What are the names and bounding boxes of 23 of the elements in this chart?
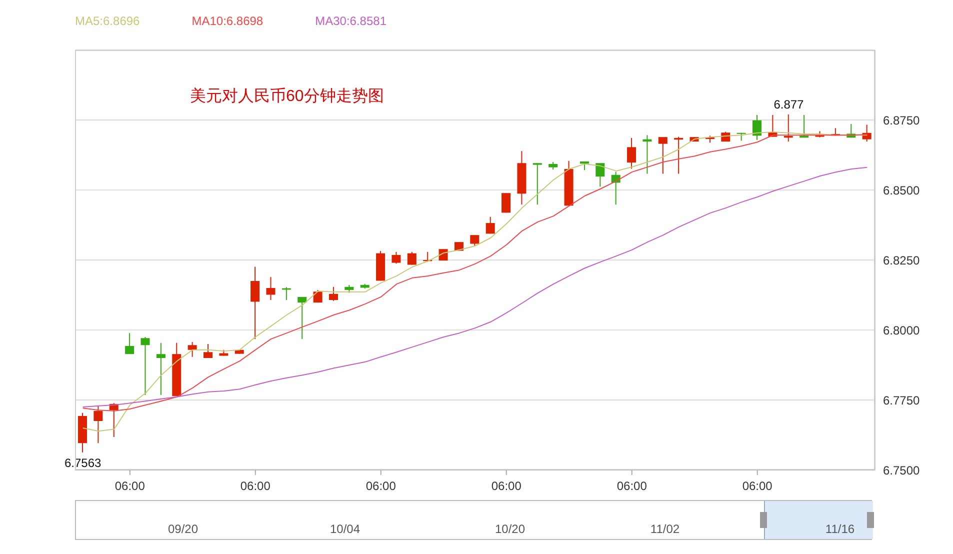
annotation: 6.7563 <box>64 456 102 470</box>
x-tick-label: 06:00 <box>742 479 773 493</box>
y-tick-label: 6.8250 <box>883 253 920 268</box>
annotation: 6.877 <box>774 97 804 112</box>
x-tick-label: 06:00 <box>491 479 522 493</box>
text: MA5:6.8696 <box>75 14 140 28</box>
y-tick-label: 6.7500 <box>883 463 920 478</box>
y-tick-label: 6.8750 <box>883 113 920 128</box>
y-tick-label: 6.7750 <box>883 393 920 408</box>
x-tick-label: 06:00 <box>240 479 271 493</box>
text: MA30:6.8581 <box>315 14 386 28</box>
y-tick-label: 6.8500 <box>883 183 920 198</box>
text: 11/02 <box>649 522 681 536</box>
text: 10/04 <box>328 522 362 536</box>
text: 10/20 <box>494 522 526 536</box>
x-tick-label: 06:00 <box>616 479 648 493</box>
text: 11/16 <box>824 522 856 536</box>
x-tick-label: 06:00 <box>366 479 396 493</box>
text: 美元对人民币60分钟走势图 <box>190 86 384 107</box>
text: MA10:6.8698 <box>192 14 264 28</box>
y-tick-label: 6.8000 <box>883 323 920 338</box>
x-tick-label: 06:00 <box>114 479 146 493</box>
text: 09/20 <box>166 522 200 536</box>
